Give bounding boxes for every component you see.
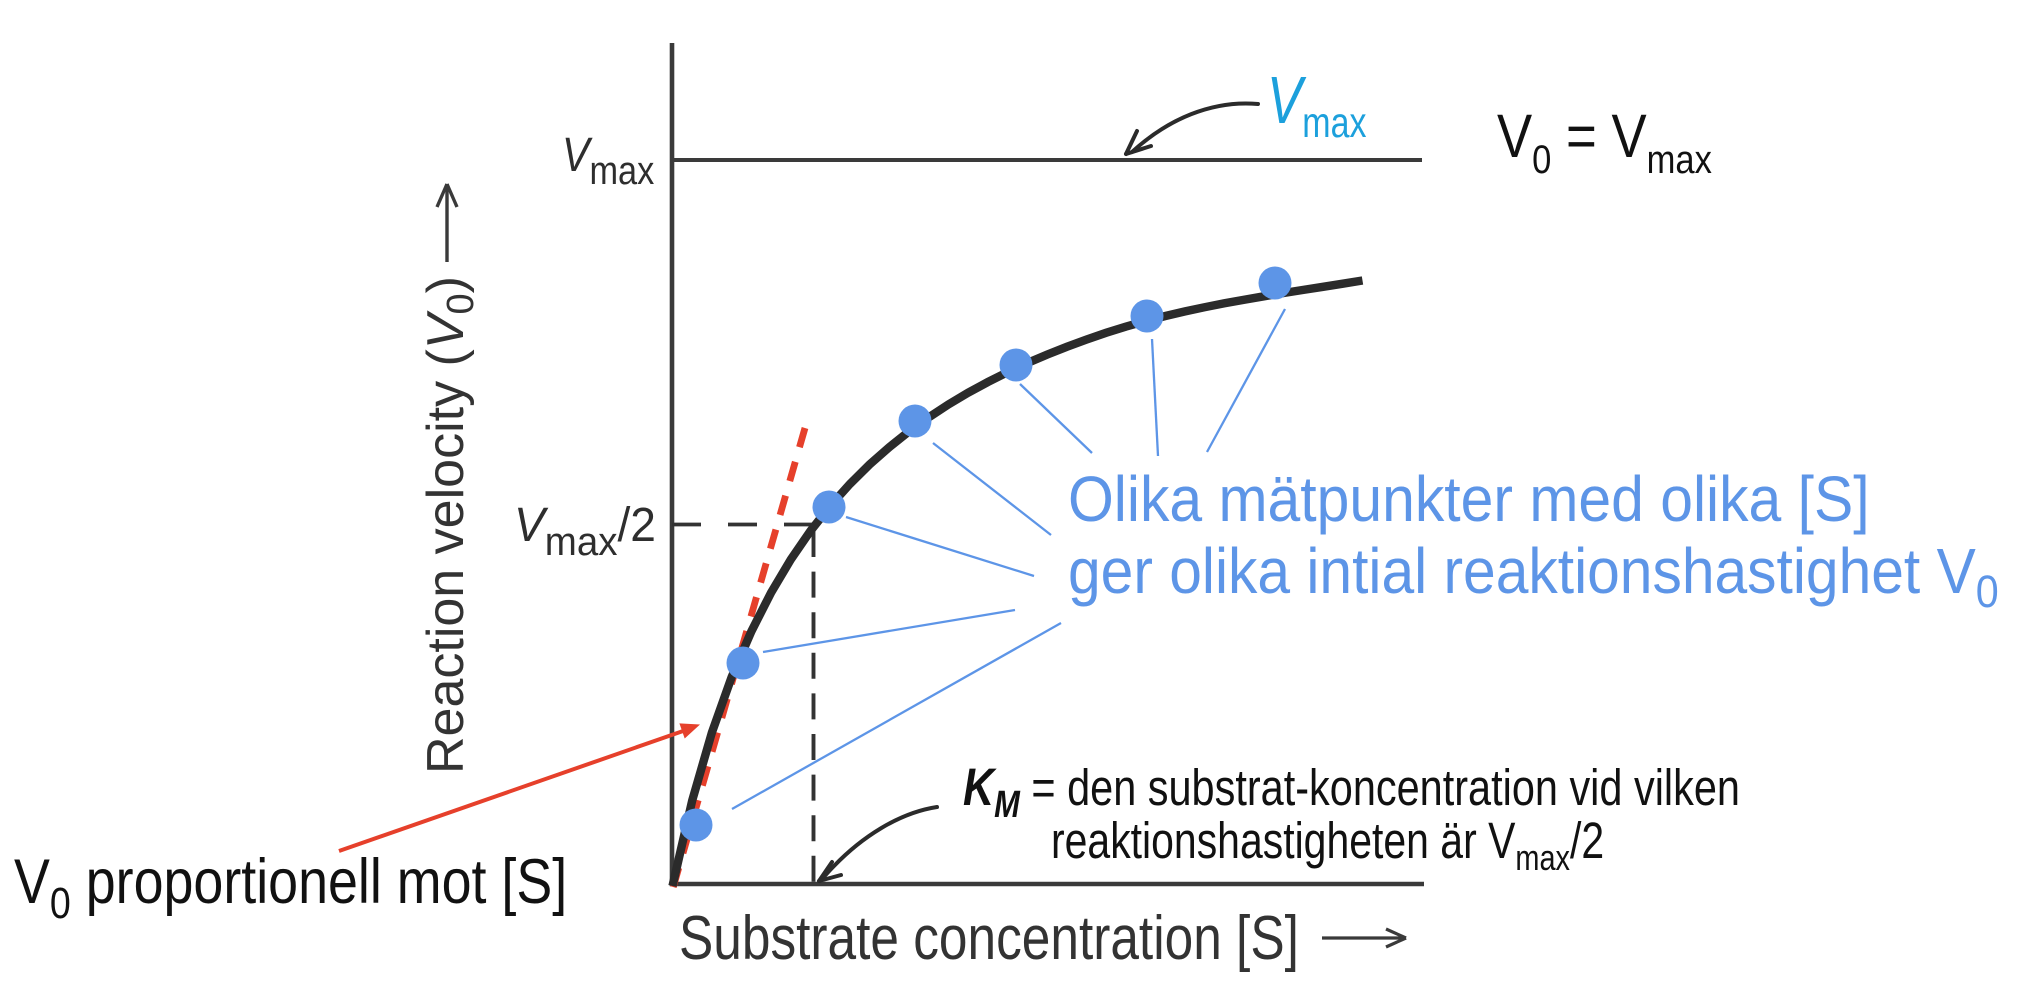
svg-text:Substrate concentration [S]: Substrate concentration [S] <box>679 903 1299 973</box>
svg-text:reaktionshastigheten är Vmax/2: reaktionshastigheten är Vmax/2 <box>1051 812 1604 878</box>
svg-text:Reaction velocity (V0): Reaction velocity (V0) <box>417 276 482 774</box>
svg-text:V0 = Vmax: V0 = Vmax <box>1497 102 1712 181</box>
svg-text:Vmax: Vmax <box>562 129 655 192</box>
svg-text:Vmax: Vmax <box>1267 62 1366 147</box>
svg-text:ger olika intial reaktionshast: ger olika intial reaktionshastighet V0 <box>1068 536 1999 618</box>
svg-text:Olika mätpunkter med olika [S]: Olika mätpunkter med olika [S] <box>1068 464 1870 536</box>
svg-text:V0 proportionell mot [S]: V0 proportionell mot [S] <box>14 847 567 928</box>
svg-text:Vmax/2: Vmax/2 <box>514 497 656 564</box>
svg-text:KM = den substrat-koncentratio: KM = den substrat-koncentration vid vilk… <box>963 758 1740 826</box>
